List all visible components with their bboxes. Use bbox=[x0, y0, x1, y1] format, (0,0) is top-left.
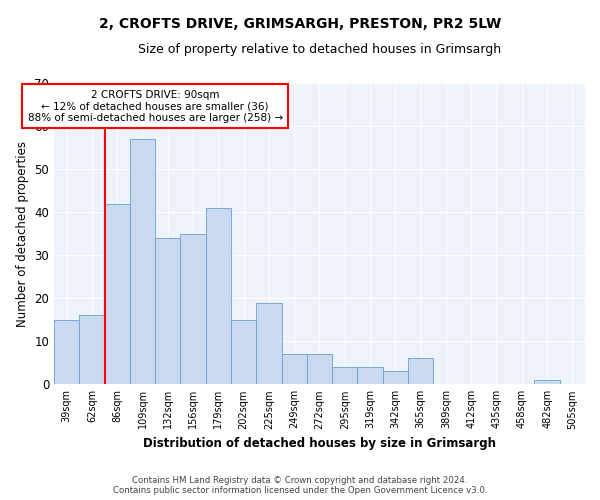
Bar bbox=[358, 367, 383, 384]
Y-axis label: Number of detached properties: Number of detached properties bbox=[16, 140, 29, 326]
Bar bbox=[181, 234, 206, 384]
Bar bbox=[383, 372, 408, 384]
Text: Contains HM Land Registry data © Crown copyright and database right 2024.
Contai: Contains HM Land Registry data © Crown c… bbox=[113, 476, 487, 495]
Bar bbox=[535, 380, 560, 384]
Title: Size of property relative to detached houses in Grimsargh: Size of property relative to detached ho… bbox=[138, 42, 501, 56]
Bar bbox=[307, 354, 332, 384]
Text: 2 CROFTS DRIVE: 90sqm
← 12% of detached houses are smaller (36)
88% of semi-deta: 2 CROFTS DRIVE: 90sqm ← 12% of detached … bbox=[28, 90, 283, 122]
Bar bbox=[281, 354, 307, 384]
Bar bbox=[256, 302, 281, 384]
Bar bbox=[408, 358, 433, 384]
Text: 2, CROFTS DRIVE, GRIMSARGH, PRESTON, PR2 5LW: 2, CROFTS DRIVE, GRIMSARGH, PRESTON, PR2… bbox=[99, 18, 501, 32]
X-axis label: Distribution of detached houses by size in Grimsargh: Distribution of detached houses by size … bbox=[143, 437, 496, 450]
Bar bbox=[231, 320, 256, 384]
Bar bbox=[206, 208, 231, 384]
Bar bbox=[155, 238, 181, 384]
Bar bbox=[130, 139, 155, 384]
Bar bbox=[54, 320, 79, 384]
Bar bbox=[79, 316, 104, 384]
Bar bbox=[104, 204, 130, 384]
Bar bbox=[332, 367, 358, 384]
